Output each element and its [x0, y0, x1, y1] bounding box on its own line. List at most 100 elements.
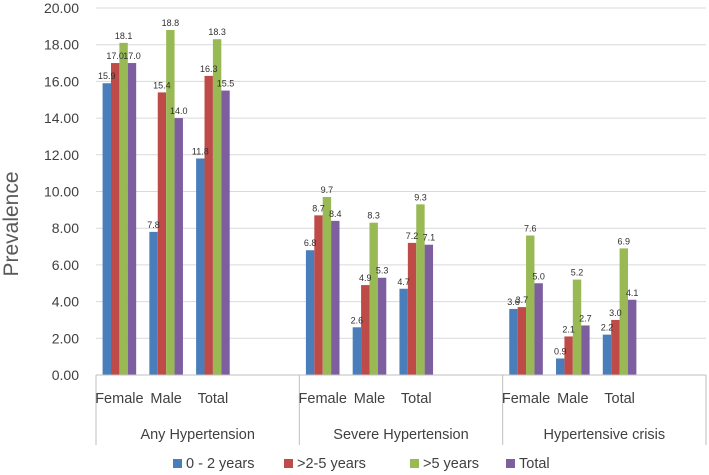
- data-label: 6.8: [304, 238, 317, 248]
- data-label: 0.9: [554, 346, 567, 356]
- bar: [534, 283, 543, 375]
- y-tick-label: 6.00: [52, 257, 79, 273]
- data-label: 7.2: [406, 231, 419, 241]
- bar: [322, 197, 332, 375]
- data-label: 2.1: [562, 324, 575, 334]
- data-label: 4.9: [359, 273, 372, 283]
- x-category-label: Female: [502, 391, 550, 407]
- bar: [416, 204, 425, 375]
- bar: [314, 215, 323, 375]
- x-group-label: Any Hypertension: [140, 427, 254, 443]
- bar: [369, 222, 378, 375]
- x-group-label: Severe Hypertension: [333, 427, 468, 443]
- data-label: 11.8: [192, 146, 209, 156]
- y-tick-label: 18.00: [44, 37, 79, 53]
- data-label: 15.9: [98, 71, 116, 81]
- y-tick-label: 12.00: [44, 147, 79, 163]
- data-label: 14.0: [170, 106, 188, 116]
- bar: [564, 336, 573, 375]
- data-label: 17.0: [106, 51, 124, 61]
- bar: [526, 235, 535, 375]
- legend-label: >5 years: [423, 456, 479, 472]
- data-label: 4.1: [626, 288, 639, 298]
- bar: [174, 118, 183, 375]
- bar: [204, 75, 213, 376]
- bar: [166, 30, 175, 376]
- data-label: 2.6: [351, 315, 364, 325]
- data-label: 8.3: [367, 211, 380, 221]
- bar: [149, 231, 158, 375]
- bar: [127, 63, 137, 376]
- bar: [509, 308, 518, 375]
- x-category-label: Male: [557, 391, 588, 407]
- data-label: 6.9: [618, 236, 631, 246]
- legend-label: Total: [519, 456, 550, 472]
- data-label: 15.5: [217, 79, 235, 89]
- legend-swatch: [173, 459, 182, 468]
- data-label: 4.7: [397, 277, 410, 287]
- bar: [102, 83, 111, 376]
- x-category-label: Male: [150, 391, 181, 407]
- bar: [424, 244, 434, 375]
- data-label: 16.3: [200, 64, 218, 74]
- data-label: 5.3: [376, 266, 389, 276]
- legend-label: 0 - 2 years: [186, 456, 255, 472]
- data-label: 15.4: [153, 80, 171, 90]
- data-label: 8.4: [329, 209, 342, 219]
- bar: [611, 319, 620, 375]
- bar: [221, 90, 230, 375]
- y-tick-label: 14.00: [44, 110, 79, 126]
- x-category-label: Male: [354, 391, 385, 407]
- y-tick-label: 10.00: [44, 184, 79, 200]
- x-axis: Any Hypertension Female Male Total Severe Hy…: [95, 374, 707, 445]
- data-label: 17.0: [123, 51, 141, 61]
- bar: [627, 299, 637, 375]
- legend: 0 - 2 years >2-5 years >5 years Total: [173, 456, 550, 472]
- data-label: 9.3: [414, 192, 427, 202]
- legend-label: >2-5 years: [297, 456, 366, 472]
- bar: [572, 279, 582, 375]
- bar: [556, 358, 565, 375]
- x-category-label: Female: [299, 391, 347, 407]
- data-label: 7.1: [423, 233, 436, 243]
- bar: [110, 63, 120, 376]
- bar: [377, 277, 387, 375]
- bar: [361, 285, 370, 375]
- bar: [331, 220, 340, 375]
- bar: [305, 250, 315, 375]
- data-label: 7.8: [147, 220, 160, 230]
- bar: [119, 42, 128, 376]
- legend-swatch: [410, 459, 419, 468]
- y-tick-label: 20.00: [44, 0, 79, 16]
- data-label: 8.7: [312, 203, 325, 213]
- data-label: 2.7: [579, 313, 592, 323]
- legend-swatch: [284, 459, 293, 468]
- data-labels: 15.9 17.0 18.1 17.0 7.8 15.4 18.8 14.0 11.8 16.3 1…: [98, 18, 638, 356]
- data-label: 7.6: [524, 224, 537, 234]
- y-tick-label: 4.00: [52, 294, 79, 310]
- data-label: 3.0: [609, 308, 622, 318]
- bars: [102, 30, 637, 376]
- x-group-label: Hypertensive crisis: [543, 427, 665, 443]
- data-label: 3.6: [507, 297, 520, 307]
- data-label: 2.2: [601, 323, 614, 333]
- data-label: 18.3: [208, 27, 226, 37]
- bar: [157, 92, 167, 375]
- bar: [407, 242, 417, 375]
- x-category-label: Female: [95, 391, 143, 407]
- y-tick-label: 8.00: [52, 220, 79, 236]
- bar: [212, 39, 222, 375]
- bar: [517, 307, 527, 375]
- y-tick-label: 2.00: [52, 330, 79, 346]
- bar: [602, 334, 612, 375]
- data-label: 3.7: [516, 295, 529, 305]
- bar: [399, 288, 408, 375]
- x-category-label: Total: [401, 391, 432, 407]
- y-axis-title: Prevalence: [0, 171, 23, 276]
- y-tick-label: 16.00: [44, 73, 79, 89]
- x-category-label: Total: [198, 391, 229, 407]
- data-label: 5.0: [532, 271, 545, 281]
- y-axis-ticks: 0.00 2.00 4.00 6.00 8.00 10.00 12.00 14.00 16.00…: [44, 0, 79, 383]
- bar: [581, 325, 590, 375]
